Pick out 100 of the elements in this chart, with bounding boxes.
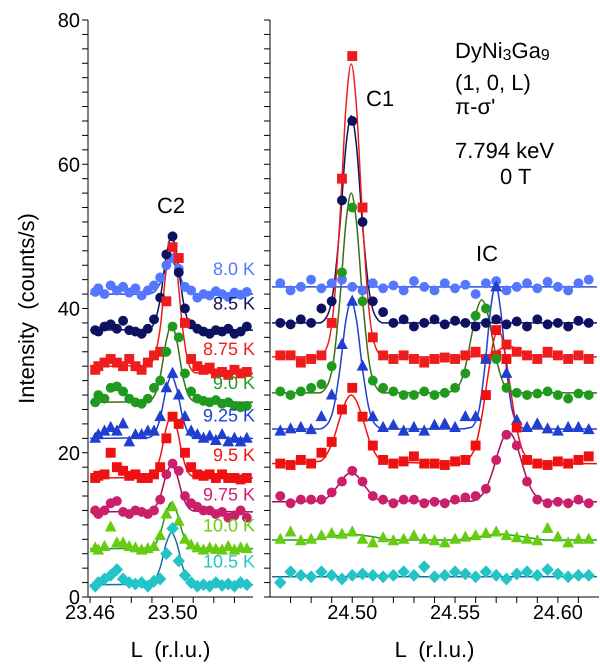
point [522, 322, 532, 332]
point [573, 278, 584, 288]
point [174, 466, 184, 476]
point [326, 296, 337, 306]
point [572, 422, 584, 432]
point [142, 394, 153, 404]
point [161, 346, 172, 357]
point [326, 278, 337, 288]
annotation: IC [476, 240, 498, 266]
point [118, 316, 128, 326]
point [470, 310, 481, 321]
point [336, 338, 348, 350]
point [450, 456, 460, 466]
point [112, 496, 122, 506]
point [172, 554, 185, 568]
point [470, 346, 481, 357]
point [217, 506, 228, 517]
point [326, 389, 338, 400]
point [306, 274, 316, 285]
point [378, 382, 388, 393]
point [337, 195, 347, 206]
point [357, 533, 368, 544]
point [118, 386, 128, 396]
point [552, 496, 563, 507]
point [222, 436, 234, 446]
point [275, 278, 286, 288]
series-label: 8.75 K [202, 338, 255, 359]
point [274, 533, 286, 544]
point [326, 528, 338, 538]
point [398, 533, 410, 544]
point [305, 570, 318, 583]
point [161, 469, 172, 480]
point [286, 498, 296, 508]
point [470, 440, 481, 450]
point [388, 386, 398, 396]
point [542, 346, 553, 357]
point [294, 569, 307, 582]
point [419, 386, 430, 396]
point [236, 506, 246, 516]
point [584, 274, 594, 285]
point [326, 318, 337, 328]
point [174, 332, 184, 342]
point [336, 572, 348, 586]
point [368, 332, 378, 342]
point [173, 515, 184, 526]
point [408, 569, 420, 582]
point [275, 350, 286, 360]
point [118, 536, 129, 548]
y-tick-label: 40 [58, 298, 80, 321]
point [398, 456, 409, 466]
point [316, 350, 326, 360]
point [347, 202, 358, 212]
point [336, 528, 348, 539]
point [573, 455, 584, 465]
point [460, 410, 471, 422]
y-axis-title: Intensity (counts/s) [14, 213, 39, 404]
point [502, 340, 512, 350]
point [92, 544, 104, 555]
point [398, 390, 409, 400]
point [105, 521, 116, 532]
point [118, 418, 129, 428]
point [378, 422, 389, 432]
point [161, 260, 172, 270]
annotation: π-σ' [455, 94, 496, 119]
point [552, 531, 564, 542]
point [326, 569, 338, 582]
point [241, 542, 252, 554]
point [228, 432, 240, 443]
point [584, 498, 594, 508]
point [180, 304, 190, 314]
annotation: C1 [366, 86, 394, 111]
point [186, 462, 196, 472]
point [149, 469, 159, 480]
point [356, 568, 368, 580]
point [388, 534, 399, 546]
series-label: 9.25 K [202, 405, 255, 426]
point [149, 506, 159, 516]
point [440, 319, 450, 330]
point [368, 440, 378, 450]
point [408, 494, 419, 505]
point [440, 460, 450, 470]
point [532, 458, 542, 469]
point [460, 280, 470, 290]
point [242, 473, 252, 483]
point [358, 476, 368, 487]
point [502, 382, 512, 393]
point [286, 350, 296, 360]
point [552, 456, 563, 466]
point [274, 576, 286, 589]
point [377, 570, 390, 583]
point [460, 531, 471, 542]
point [490, 526, 502, 537]
point [368, 278, 378, 288]
point [521, 566, 533, 578]
point [155, 494, 166, 505]
point [501, 530, 512, 540]
point [136, 328, 147, 339]
point [161, 249, 172, 260]
point [470, 570, 482, 583]
annotation: C2 [156, 192, 186, 218]
